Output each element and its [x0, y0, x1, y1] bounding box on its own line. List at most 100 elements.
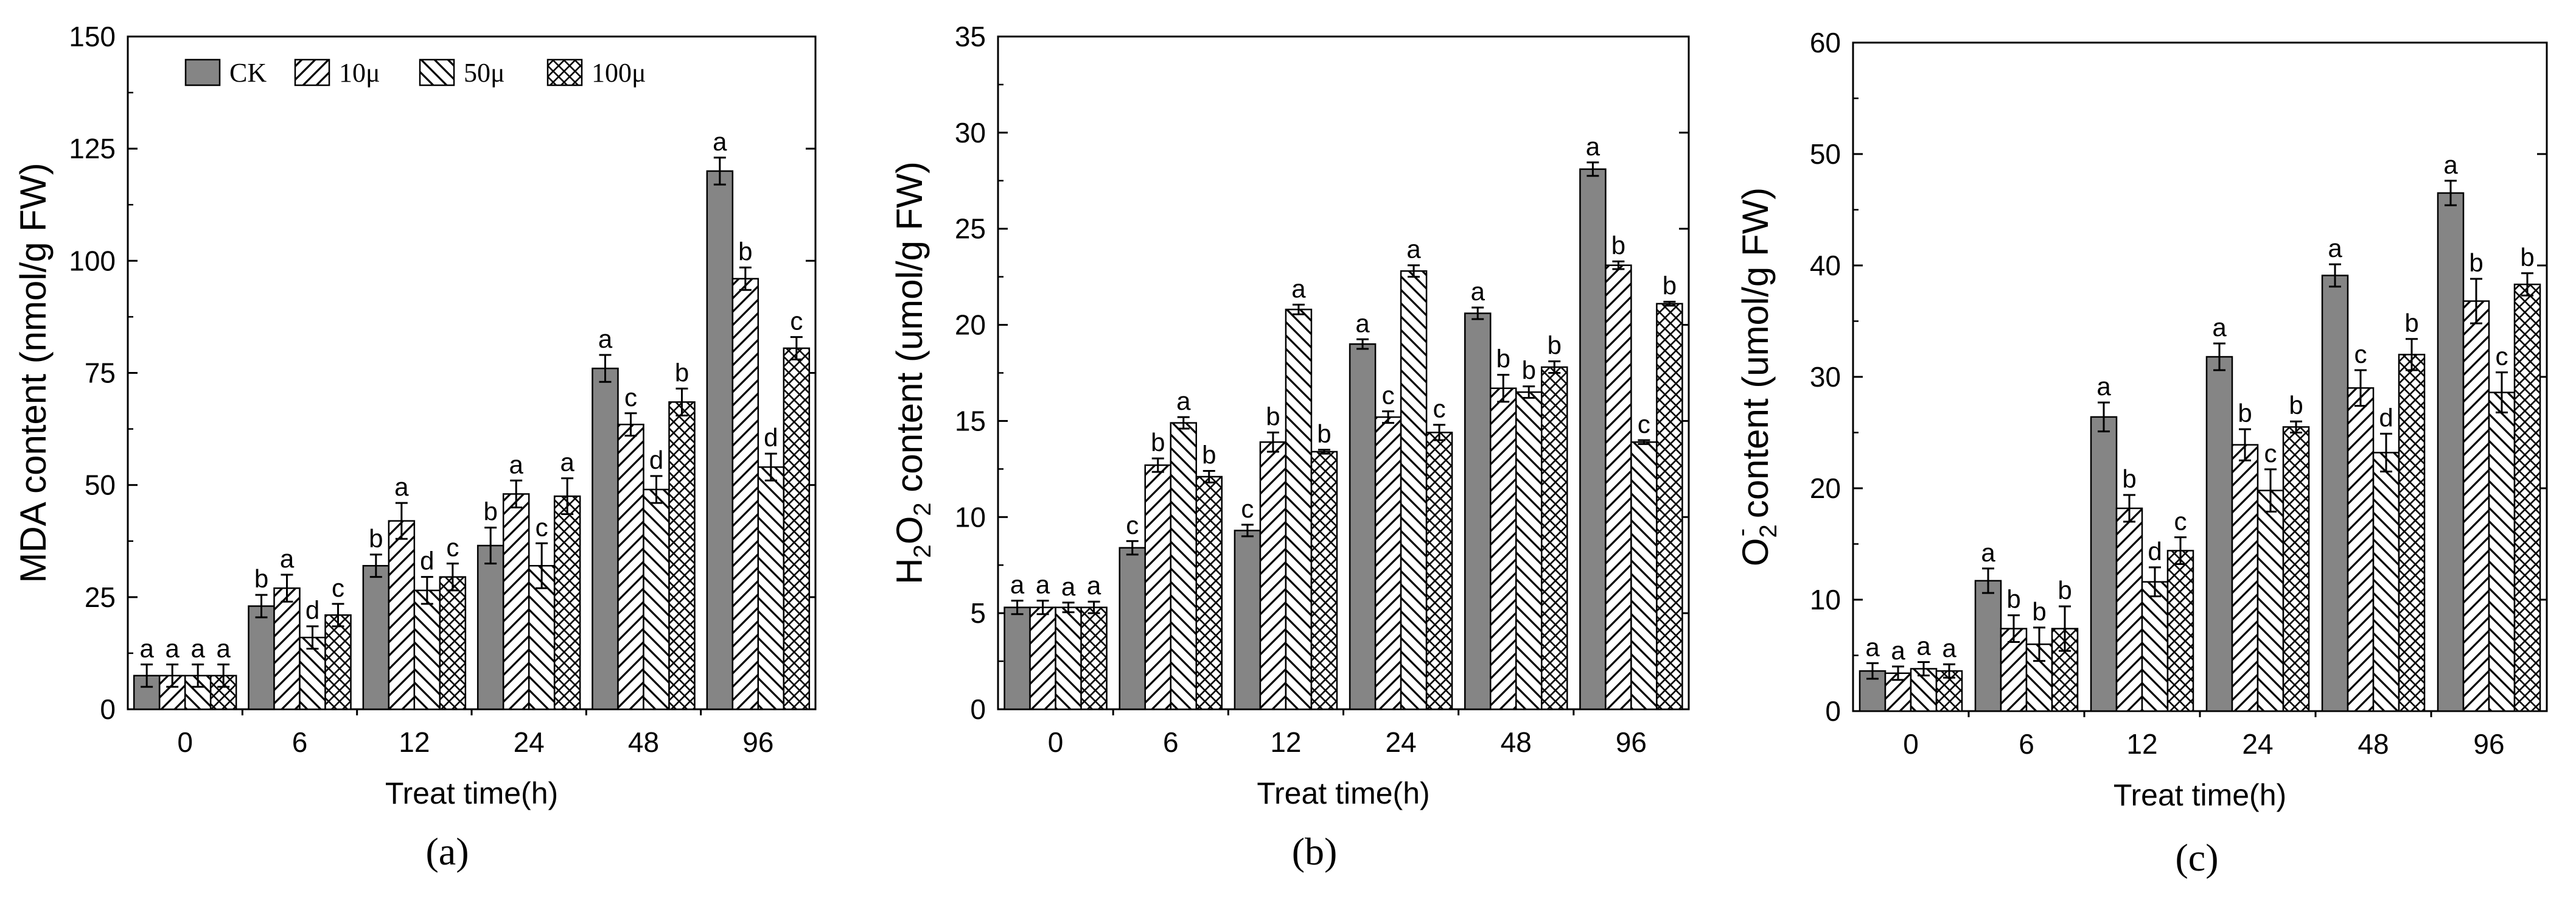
- significance-letter: a: [1176, 387, 1191, 415]
- significance-letter: a: [280, 544, 295, 573]
- bar: [1515, 391, 1543, 710]
- significance-letter: d: [305, 596, 319, 625]
- x-tick-label: 6: [2019, 728, 2034, 760]
- y-tick-label: 125: [69, 133, 116, 164]
- significance-letter: a: [1942, 634, 1956, 662]
- significance-letter: d: [2148, 537, 2162, 566]
- bar: [248, 605, 275, 710]
- caption-a: (a): [425, 830, 469, 873]
- legend-swatch: [294, 58, 330, 86]
- bar: [617, 423, 644, 710]
- bar: [273, 587, 301, 710]
- significance-letter: b: [2289, 391, 2303, 419]
- y-axis-label: O2- content (umol/g FW): [1728, 188, 1782, 566]
- significance-letter: b: [1202, 441, 1216, 469]
- significance-letter: c: [1638, 410, 1650, 438]
- x-tick-label: 0: [177, 726, 193, 758]
- y-tick-label: 20: [955, 309, 986, 341]
- x-tick-label: 24: [1385, 726, 1416, 758]
- caption-c: (c): [2175, 836, 2218, 879]
- legend-label: CK: [229, 58, 267, 88]
- y-tick-label: 40: [1810, 250, 1841, 281]
- x-tick-label: 0: [1048, 726, 1064, 758]
- y-tick-label: 10: [955, 501, 986, 533]
- bar: [1170, 422, 1197, 710]
- x-tick-label: 96: [742, 726, 773, 758]
- bar: [668, 401, 696, 710]
- y-tick-label: 50: [85, 469, 116, 501]
- significance-letter: a: [1010, 570, 1025, 599]
- bar: [362, 565, 390, 710]
- significance-letter: b: [2520, 243, 2534, 272]
- bar: [2347, 387, 2375, 712]
- x-axis-label: Treat time(h): [1257, 776, 1429, 810]
- bar: [783, 347, 811, 710]
- significance-letter: b: [1663, 272, 1677, 300]
- x-tick-label: 24: [2242, 728, 2273, 760]
- bar: [1285, 309, 1313, 710]
- significance-letter: c: [2174, 507, 2187, 536]
- bar: [731, 278, 759, 710]
- bar: [1464, 312, 1492, 710]
- x-axis-label: Treat time(h): [385, 776, 558, 810]
- bar: [1605, 264, 1632, 710]
- significance-letter: a: [139, 634, 154, 662]
- y-axis-label: H2O2 content (umol/g FW): [889, 161, 936, 584]
- significance-letter: a: [1291, 274, 1306, 303]
- bar: [1374, 416, 1402, 710]
- x-tick-label: 12: [399, 726, 430, 758]
- bar: [1259, 441, 1287, 710]
- significance-letter: c: [536, 513, 548, 541]
- legend-swatch: [546, 58, 583, 86]
- bar: [2205, 356, 2233, 712]
- significance-letter: c: [624, 383, 637, 412]
- bar: [1055, 606, 1082, 710]
- significance-letter: c: [2496, 342, 2508, 371]
- significance-letter: b: [2404, 309, 2418, 337]
- significance-letter: a: [509, 450, 523, 479]
- legend-label: 50μ: [464, 58, 505, 88]
- bar: [1425, 432, 1453, 710]
- bar: [476, 544, 504, 710]
- significance-letter: c: [332, 574, 344, 602]
- significance-letter: b: [483, 497, 497, 526]
- significance-letter: c: [1241, 494, 1254, 523]
- significance-letter: a: [394, 472, 409, 501]
- x-axis-label: Treat time(h): [2114, 778, 2286, 812]
- bar: [439, 576, 467, 710]
- x-tick-label: 96: [2473, 728, 2504, 760]
- significance-letter: a: [713, 127, 727, 156]
- bar: [592, 367, 619, 710]
- significance-letter: b: [254, 564, 268, 593]
- bar: [2166, 550, 2194, 712]
- significance-letter: b: [2238, 399, 2252, 427]
- y-tick-label: 20: [1810, 472, 1841, 504]
- significance-letter: a: [1916, 631, 1931, 660]
- bar: [1004, 606, 1031, 710]
- bar: [2090, 416, 2118, 712]
- significance-letter: a: [2443, 150, 2458, 179]
- significance-letter: a: [2212, 313, 2227, 342]
- bar: [1119, 547, 1146, 710]
- bar: [1541, 366, 1568, 710]
- y-tick-label: 25: [85, 581, 116, 613]
- chart-legend: CK 10μ 50μ 100μ: [184, 58, 646, 88]
- significance-letter: c: [1433, 395, 1446, 423]
- legend-swatch: [419, 58, 455, 86]
- significance-letter: a: [216, 634, 231, 662]
- significance-letter: b: [1266, 402, 1280, 430]
- bar: [757, 466, 785, 710]
- legend-label: 100μ: [592, 58, 646, 88]
- bar: [1234, 530, 1262, 710]
- bar: [2488, 391, 2516, 712]
- significance-letter: d: [649, 446, 663, 474]
- significance-letter: b: [738, 237, 752, 265]
- x-tick-label: 96: [1616, 726, 1647, 758]
- significance-letter: a: [1406, 235, 1421, 264]
- y-tick-label: 10: [1810, 584, 1841, 616]
- significance-letter: a: [190, 634, 205, 662]
- bar: [553, 495, 581, 710]
- bar: [2462, 300, 2490, 712]
- significance-letter: c: [1126, 511, 1139, 539]
